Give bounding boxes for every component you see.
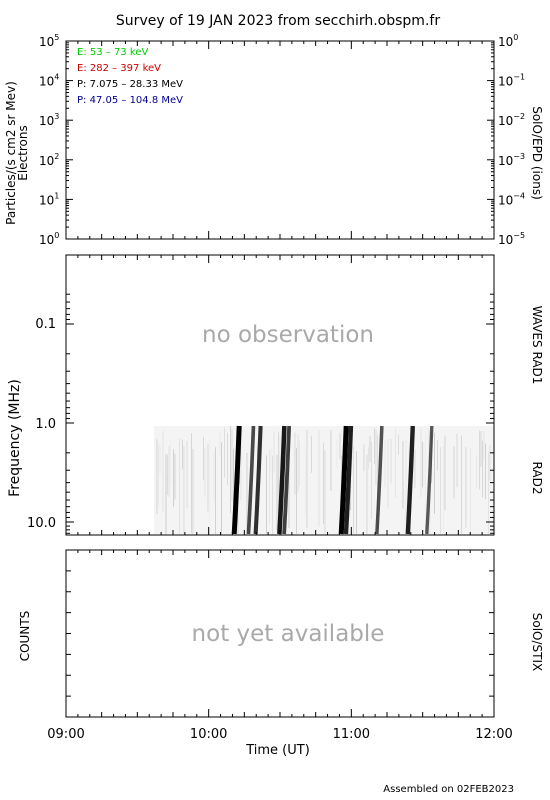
left-power-tick-label: 103 — [39, 112, 59, 128]
x-tick-label: 10:00 — [190, 727, 227, 742]
right-power-tick-label: 10−4 — [498, 191, 525, 207]
radio-tick-label-0.1: 0.1 — [35, 317, 56, 332]
x-tick-label: 09:00 — [47, 727, 84, 742]
radio-burst — [253, 425, 263, 535]
particles-right-tick-labels: 100 10−1 10−2 10−3 10−4 10−5 — [498, 33, 525, 247]
radio-y-label: Frequency (MHz) — [7, 379, 23, 497]
right-power-tick-label: 10−5 — [498, 231, 525, 247]
x-tick-label: 12:00 — [475, 727, 512, 742]
radio-panel: 0.1 1.0 10.0 no observation Frequency (M… — [7, 254, 544, 536]
legend-entry: P: 47.05 – 104.8 MeV — [77, 95, 183, 106]
radio-tick-label-10.0: 10.0 — [27, 516, 56, 531]
radio-burst — [282, 425, 292, 535]
assembled-footer: Assembled on 02FEB2023 — [383, 784, 514, 795]
not-yet-available-text: not yet available — [192, 621, 385, 647]
right-power-tick-label: 10−1 — [498, 73, 525, 89]
radio-burst — [338, 425, 349, 535]
left-power-tick-label: 100 — [39, 231, 59, 247]
stix-right-label: SolO/STIX — [530, 613, 544, 672]
right-power-tick-label: 10−3 — [498, 152, 525, 168]
x-axis-label: Time (UT) — [245, 743, 310, 758]
x-tick-label: 11:00 — [333, 727, 370, 742]
radio-spectrogram — [153, 425, 494, 535]
left-power-tick-label: 102 — [39, 152, 59, 168]
particles-ticks — [65, 40, 495, 240]
radio-burst — [246, 425, 256, 535]
stix-panel: not yet available COUNTS SolO/STIX — [18, 549, 544, 718]
right-power-tick-label: 100 — [498, 33, 518, 49]
left-power-tick-label: 104 — [39, 73, 59, 89]
particles-y-label: Particles/(s cm2 sr Mev) — [4, 81, 18, 225]
left-power-tick-label: 105 — [39, 33, 59, 49]
particles-right-label: SolO/EPD (ions) — [530, 106, 544, 200]
no-observation-text: no observation — [202, 322, 374, 348]
legend-entry: E: 53 – 73 keV — [77, 47, 148, 58]
radio-ticks — [65, 255, 495, 535]
stix-y-label: COUNTS — [18, 611, 32, 662]
particles-legend: E: 53 – 73 keV E: 282 – 397 keV P: 7.075 –… — [77, 47, 183, 106]
radio-right-label-rad2: RAD2 — [530, 462, 544, 495]
radio-burst — [375, 425, 384, 535]
right-power-tick-label: 10−2 — [498, 112, 525, 128]
radio-right-label-rad1: WAVES RAD1 — [530, 306, 544, 385]
radio-burst — [405, 425, 415, 535]
left-power-tick-label: 101 — [39, 191, 59, 207]
figure-title: Survey of 19 JAN 2023 from secchirh.obsp… — [116, 13, 440, 29]
particles-y-sublabel: Electrons — [16, 125, 30, 180]
radio-burst — [277, 425, 287, 535]
radio-burst — [425, 425, 434, 535]
x-tick-labels: 09:00 10:00 11:00 12:00 — [47, 727, 512, 742]
particles-left-tick-labels: 105 104 103 102 101 100 — [39, 33, 59, 247]
radio-burst — [231, 425, 242, 535]
radio-burst — [343, 425, 354, 535]
legend-entry: E: 282 – 397 keV — [77, 63, 161, 74]
stix-ticks — [65, 550, 495, 717]
legend-entry: P: 7.075 – 28.33 MeV — [77, 79, 183, 90]
radio-tick-label-1.0: 1.0 — [35, 417, 56, 432]
